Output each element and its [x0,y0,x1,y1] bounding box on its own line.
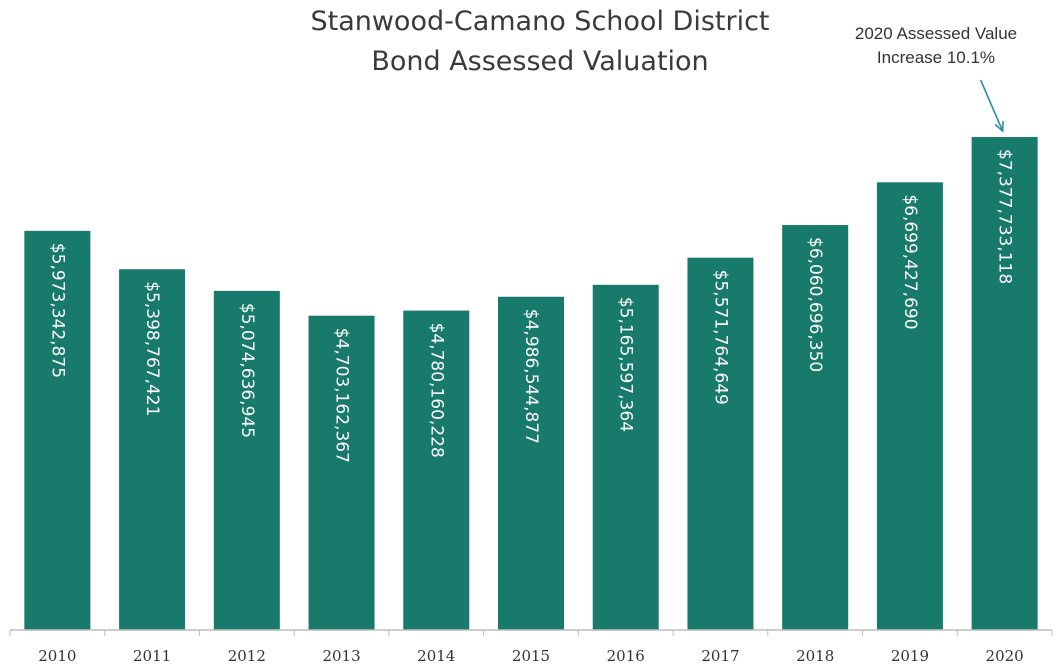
bars-layer: $5,973,342,875 $5,398,767,421 $5,074,636,9… [24,137,1038,631]
chart-title: Stanwood-Camano School District Bond Ass… [220,2,860,82]
bar-2015 [498,296,564,630]
chart-title-line-2: Bond Assessed Valuation [371,46,709,77]
x-tick-label-2014: 2014 [417,647,455,665]
annotation-line-1: 2020 Assessed Value [854,24,1018,43]
bar-2018 [782,225,849,631]
bar-2020 [971,137,1038,630]
x-tick-label-2019: 2019 [891,647,929,665]
data-label-2016: $5,165,597,364 [616,297,636,432]
bar-2012 [213,290,280,630]
x-tick-label-2015: 2015 [512,647,550,665]
data-label-2018: $6,060,696,350 [805,237,825,372]
bar-2010 [24,230,91,630]
chart-title-line-1: Stanwood-Camano School District [310,6,770,37]
data-label-2019: $6,699,427,690 [900,194,920,329]
x-tick-label-2018: 2018 [796,647,834,665]
data-label-2011: $5,398,767,421 [142,281,162,416]
x-tick-label-2011: 2011 [133,647,171,665]
annotation-arrow-head [994,120,1004,133]
data-label-2014: $4,780,160,228 [426,323,446,458]
data-label-2012: $5,074,636,945 [237,303,257,438]
bar-2017 [687,257,754,630]
bar-2013 [308,315,375,630]
annotation-arrow-layer [979,79,1004,133]
annotation-line-2: Increase 10.1% [876,48,996,67]
x-tick-label-2010: 2010 [38,647,76,665]
data-label-2013: $4,703,162,367 [332,328,352,463]
x-tick-label-2016: 2016 [607,647,645,665]
x-tick-label-2020: 2020 [986,647,1024,665]
bar-2014 [403,310,470,630]
annotation-arrow-shaft [979,79,1004,132]
x-tick-label-2012: 2012 [228,647,266,665]
data-label-2015: $4,986,544,877 [521,309,541,444]
data-label-2017: $5,571,764,649 [710,270,730,405]
x-tick-label-2013: 2013 [322,647,360,665]
data-label-2020: $7,377,733,118 [995,149,1015,284]
bar-2016 [592,284,659,630]
x-tick-label-2017: 2017 [701,647,739,665]
data-label-2010: $5,973,342,875 [47,243,67,378]
bar-2019 [876,182,943,630]
x-axis: 2010 2011 2012 2013 2014 2015 2016 2017 2018 2019… [9,629,1053,665]
increase-annotation: 2020 Assessed Value Increase 10.1% [825,22,1047,70]
bar-2011 [119,269,186,630]
